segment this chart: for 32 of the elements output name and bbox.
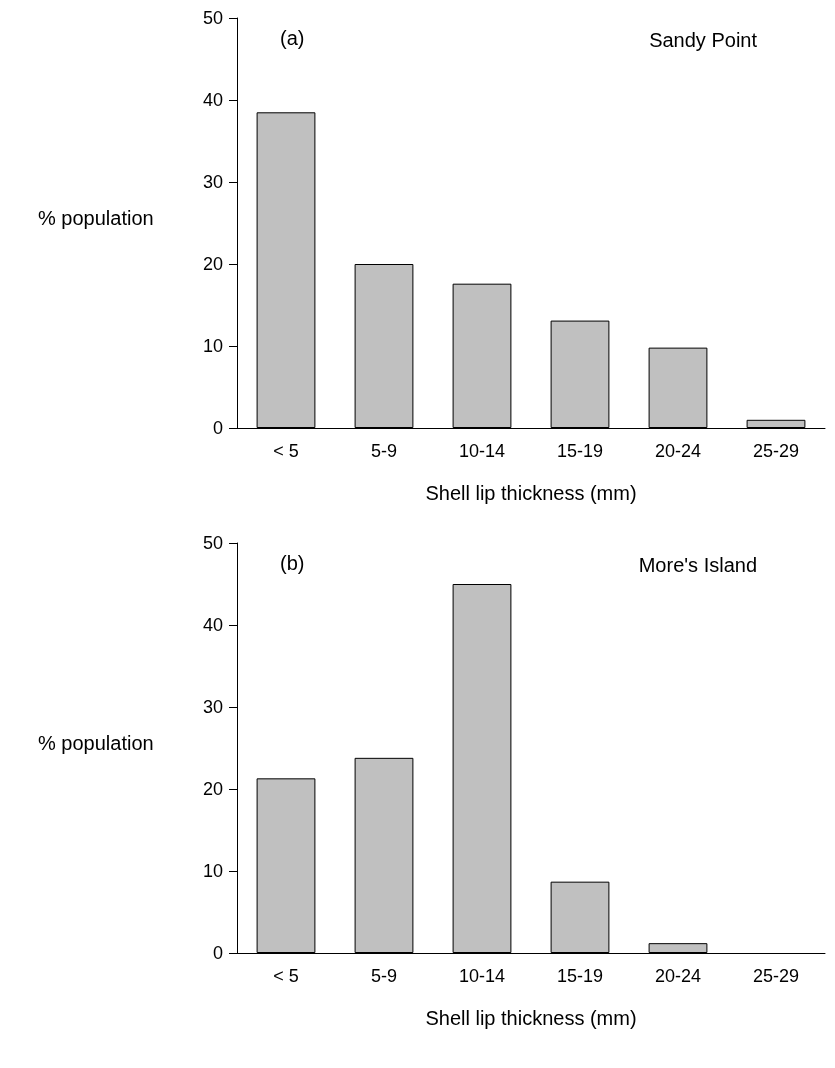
- y-tick-label: 10: [202, 861, 223, 881]
- y-tick-label: 20: [202, 779, 223, 799]
- x-tick-label: 15-19: [556, 966, 604, 986]
- y-tick-label: 40: [202, 90, 223, 110]
- x-axis-title: Shell lip thickness (mm): [425, 482, 637, 504]
- annotation: (a): [280, 27, 305, 49]
- y-tick-label: 40: [202, 615, 223, 635]
- y-axis-title: % population: [38, 207, 154, 229]
- x-tick-label: 10-14: [458, 441, 506, 461]
- y-tick-label: 50: [202, 533, 223, 553]
- x-tick-label: 25-29: [752, 966, 800, 986]
- y-tick-label: 50: [202, 8, 223, 28]
- y-tick-label: 10: [202, 336, 223, 356]
- annotation: (b): [280, 552, 305, 574]
- y-axis-title: % population: [38, 732, 154, 754]
- y-tick-label: 0: [212, 418, 223, 438]
- y-tick-label: 20: [202, 254, 223, 274]
- x-axis-title: Shell lip thickness (mm): [425, 1007, 637, 1029]
- annotation: More's Island: [638, 554, 757, 576]
- x-tick-label: 5-9: [370, 966, 398, 986]
- x-tick-label: < 5: [273, 966, 299, 986]
- annotation: Sandy Point: [649, 29, 758, 51]
- x-tick-label: 25-29: [752, 441, 800, 461]
- y-tick-label: 0: [212, 943, 223, 963]
- x-tick-label: 5-9: [370, 441, 398, 461]
- x-tick-label: < 5: [273, 441, 299, 461]
- y-tick-label: 30: [202, 172, 223, 192]
- x-tick-label: 10-14: [458, 966, 506, 986]
- x-tick-label: 20-24: [654, 441, 702, 461]
- x-tick-label: 20-24: [654, 966, 702, 986]
- y-tick-label: 30: [202, 697, 223, 717]
- x-tick-label: 15-19: [556, 441, 604, 461]
